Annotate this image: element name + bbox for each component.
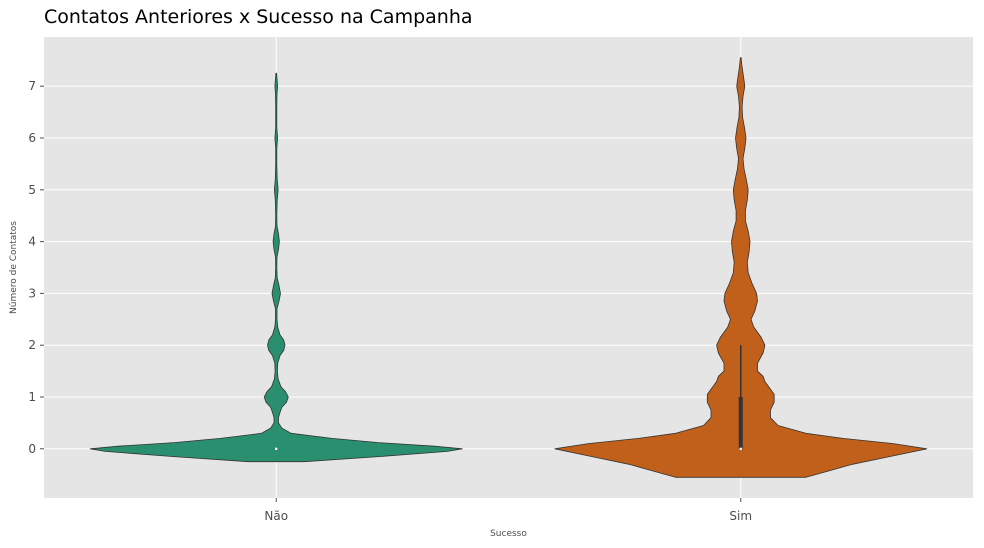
- x-tick-label: Não: [264, 509, 288, 523]
- y-tick-label: 3: [28, 286, 36, 300]
- violin-sim: [554, 57, 928, 478]
- y-tick-label: 2: [28, 338, 36, 352]
- y-tick-label: 1: [28, 390, 36, 404]
- violin-nao: [89, 72, 463, 463]
- violins: [89, 57, 928, 478]
- violin-median: [739, 447, 743, 451]
- y-tick-label: 5: [28, 183, 36, 197]
- y-axis-label: Número de Contatos: [9, 221, 19, 314]
- chart-title: Contatos Anteriores x Sucesso na Campanh…: [44, 6, 473, 28]
- x-axis-label: Sucesso: [490, 529, 527, 539]
- y-axis-ticks: 0 1 2 3 4 5 6 7: [28, 79, 44, 456]
- x-axis-ticks: Não Sim: [264, 498, 752, 523]
- violin-median: [274, 447, 278, 451]
- x-tick-label: Sim: [729, 509, 752, 523]
- plot-area: [44, 37, 973, 498]
- violin-box: [738, 396, 743, 449]
- y-tick-label: 7: [28, 79, 36, 93]
- y-tick-label: 4: [28, 235, 36, 249]
- y-tick-label: 0: [28, 442, 36, 456]
- y-tick-label: 6: [28, 131, 36, 145]
